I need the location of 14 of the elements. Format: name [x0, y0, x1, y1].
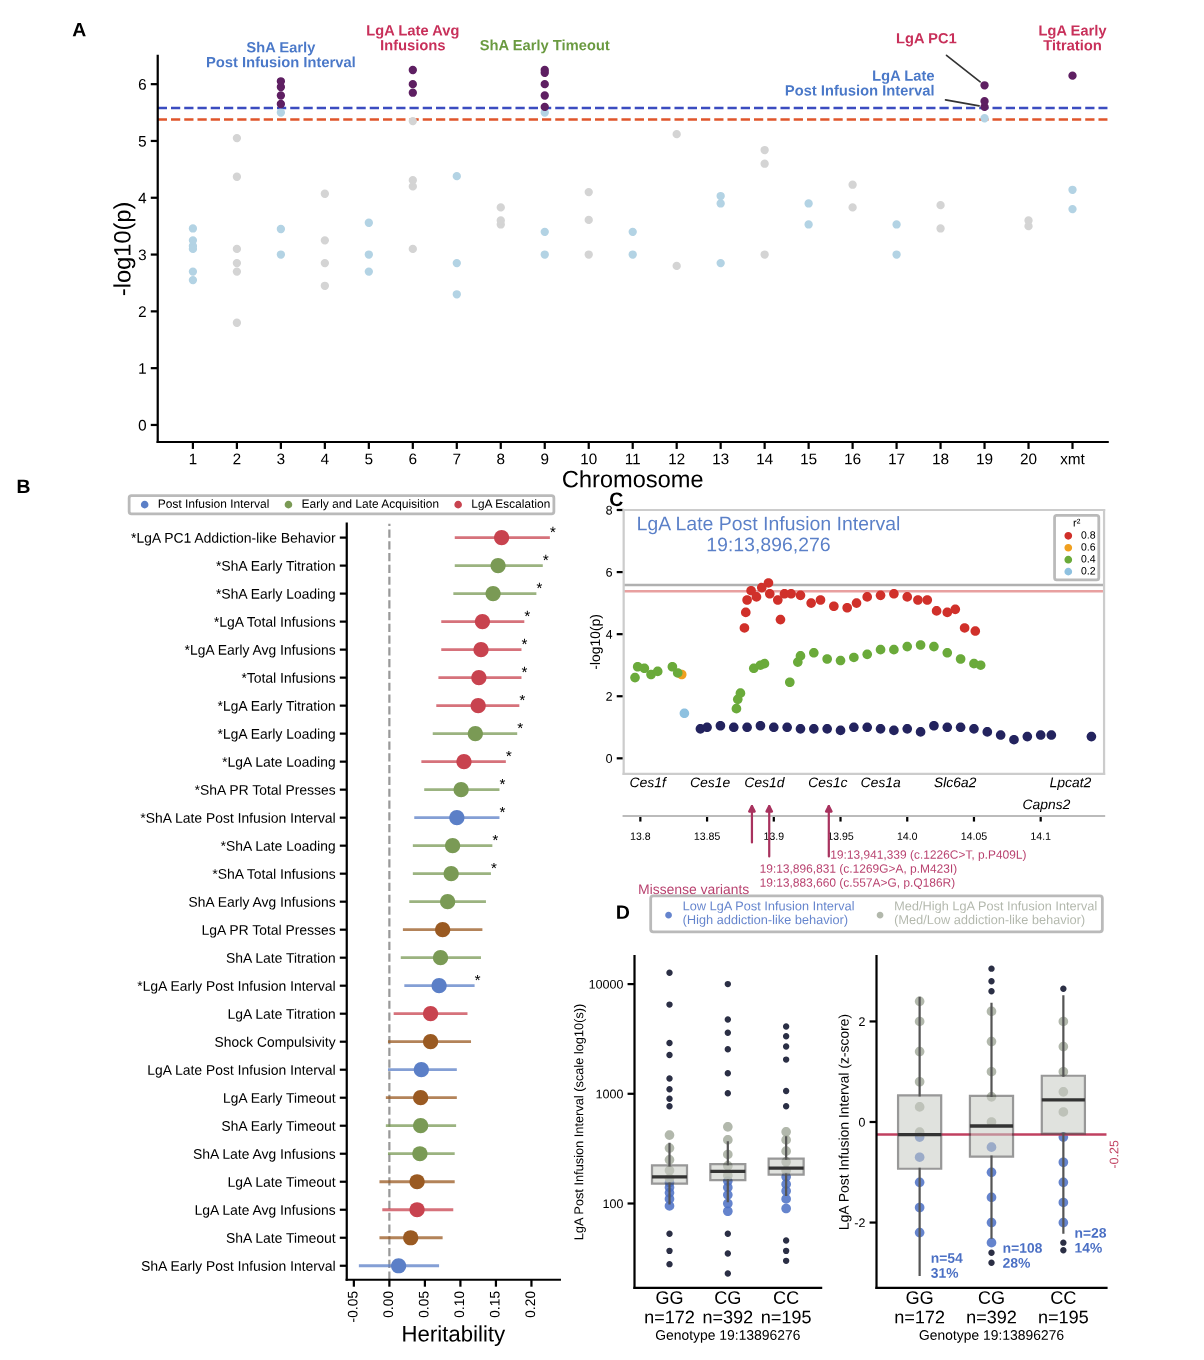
x-tick-label: GG n=172 [645, 1291, 694, 1324]
chart-title: D [617, 905, 630, 919]
y-axis-title: -log10(p) [113, 203, 136, 296]
x-tick-label: CG n=392 [703, 1291, 753, 1324]
x-axis-title: Chromosome [563, 470, 703, 488]
text: B [17, 479, 30, 494]
annotation: LgA Late Post Infusion Interval 19:13,896,276 [638, 516, 900, 554]
x-tick-label: CG n=392 [967, 1291, 1016, 1324]
x-tick-label: CC n=195 [761, 1291, 811, 1324]
x-tick-label: CC n=195 [1039, 1291, 1088, 1324]
x-axis-title: Heritability [403, 1325, 506, 1347]
chart-title: C [610, 492, 623, 507]
x-tick-label: GG n=172 [895, 1291, 945, 1324]
chart-title: A [72, 22, 86, 37]
